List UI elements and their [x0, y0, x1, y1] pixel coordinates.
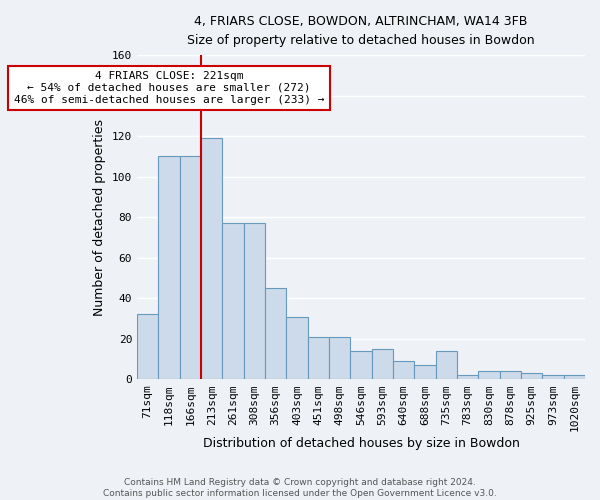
Text: Contains HM Land Registry data © Crown copyright and database right 2024.
Contai: Contains HM Land Registry data © Crown c…	[103, 478, 497, 498]
Bar	[201, 138, 223, 380]
Bar	[158, 156, 179, 380]
Bar	[265, 288, 286, 380]
Y-axis label: Number of detached properties: Number of detached properties	[94, 118, 106, 316]
Bar	[542, 376, 563, 380]
Bar	[563, 376, 585, 380]
Bar	[415, 365, 436, 380]
Text: 4 FRIARS CLOSE: 221sqm
← 54% of detached houses are smaller (272)
46% of semi-de: 4 FRIARS CLOSE: 221sqm ← 54% of detached…	[14, 72, 324, 104]
Bar	[436, 351, 457, 380]
Bar	[521, 374, 542, 380]
Title: 4, FRIARS CLOSE, BOWDON, ALTRINCHAM, WA14 3FB
Size of property relative to detac: 4, FRIARS CLOSE, BOWDON, ALTRINCHAM, WA1…	[187, 15, 535, 47]
Bar	[350, 351, 371, 380]
Bar	[393, 361, 415, 380]
Bar	[371, 349, 393, 380]
Bar	[308, 337, 329, 380]
Bar	[329, 337, 350, 380]
X-axis label: Distribution of detached houses by size in Bowdon: Distribution of detached houses by size …	[203, 437, 520, 450]
Bar	[286, 316, 308, 380]
Bar	[179, 156, 201, 380]
Bar	[500, 371, 521, 380]
Bar	[457, 376, 478, 380]
Bar	[137, 314, 158, 380]
Bar	[244, 224, 265, 380]
Bar	[223, 224, 244, 380]
Bar	[478, 371, 500, 380]
